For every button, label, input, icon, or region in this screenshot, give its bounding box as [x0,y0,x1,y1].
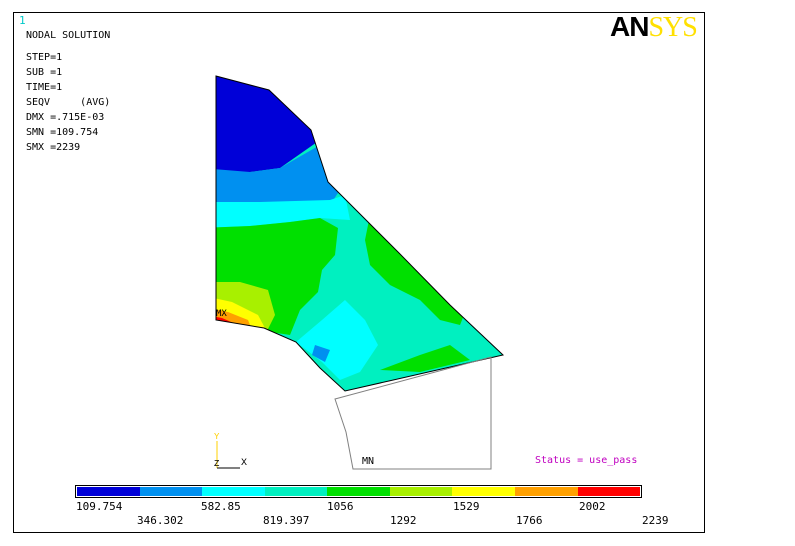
legend-color-band [139,487,203,496]
info-time: TIME=1 [26,82,63,93]
contour-legend-bar [75,485,642,498]
info-seqv: SEQV (AVG) [26,97,111,108]
legend-value: 1292 [390,514,417,527]
axis-z-label: Z [214,459,220,469]
info-sub: SUB =1 [26,67,63,78]
axis-triad: Y Z X [214,432,247,469]
legend-color-band [77,487,140,496]
legend-color-band [452,487,515,496]
graphics-window-frame [13,12,705,533]
info-title: NODAL SOLUTION [26,30,111,41]
info-dmx: DMX =.715E-03 [26,112,105,123]
legend-value: 109.754 [76,500,123,513]
info-smx: SMX =2239 [26,142,81,153]
legend-value: 1056 [327,500,354,513]
legend-color-band [202,487,265,496]
info-smn: SMN =109.754 [26,127,99,138]
min-marker: MN [362,456,375,467]
legend-value: 1529 [453,500,480,513]
legend-color-band [264,487,328,496]
legend-value: 1766 [516,514,543,527]
legend-color-band [389,487,453,496]
window-number: 1 [19,14,26,27]
legend-value: 2239 [642,514,669,527]
axis-x-label: X [241,458,247,469]
ansys-logo: ANSYS [610,11,698,43]
legend-value: 819.397 [263,514,310,527]
status-text: Status = use_pass [535,455,638,466]
legend-value: 2002 [579,500,606,513]
legend-value: 346.302 [137,514,184,527]
legend-color-band [514,487,578,496]
max-marker: MX [216,309,227,319]
legend-value: 582.85 [201,500,241,513]
axis-y-label: Y [214,432,220,442]
info-step: STEP=1 [26,52,63,63]
legend-color-band [327,487,390,496]
legend-color-band [577,487,641,496]
